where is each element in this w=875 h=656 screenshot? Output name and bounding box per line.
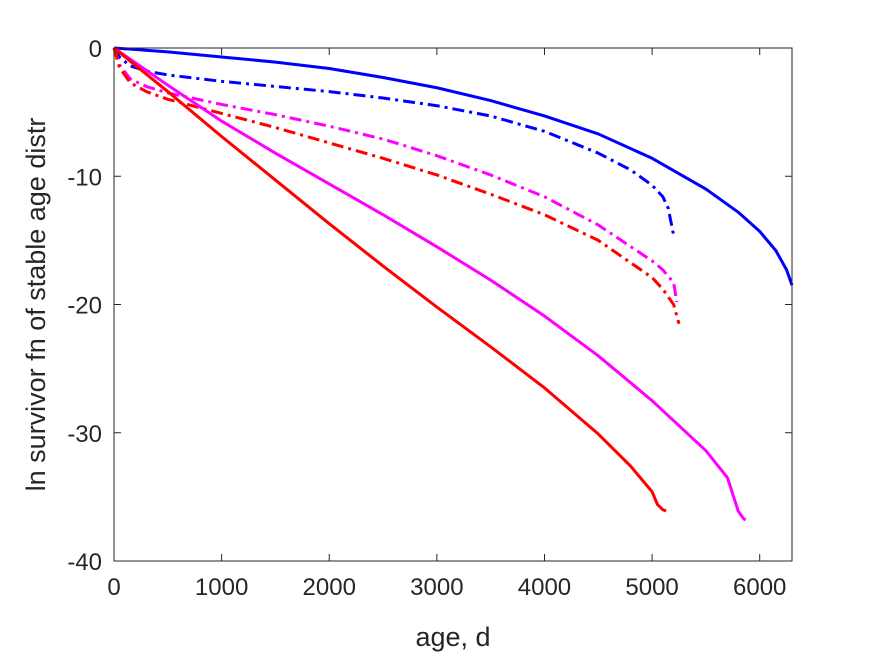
x-axis-label: age, d bbox=[415, 622, 490, 652]
series-line-5 bbox=[113, 46, 747, 522]
series-line-2 bbox=[112, 47, 676, 236]
y-tick-label: -20 bbox=[67, 293, 102, 320]
tick-layer: 0 1000 2000 3000 4000 5000 6000 0 -10 -20 -30 -40 bbox=[67, 36, 792, 601]
y-tick-label: -40 bbox=[67, 549, 102, 576]
series-line-1 bbox=[113, 46, 794, 286]
x-tick-label: 6000 bbox=[733, 574, 786, 601]
series-line-4 bbox=[112, 47, 681, 325]
x-tick-label: 3000 bbox=[410, 574, 463, 601]
y-tick-label: 0 bbox=[89, 36, 102, 63]
x-tick-label: 4000 bbox=[518, 574, 571, 601]
x-tick-label: 0 bbox=[107, 574, 120, 601]
y-axis-label: ln survivor fn of stable age distr bbox=[21, 118, 51, 492]
y-tick-label: -30 bbox=[67, 421, 102, 448]
series-line-6 bbox=[113, 46, 667, 513]
series-layer bbox=[112, 46, 794, 522]
x-tick-label: 5000 bbox=[625, 574, 678, 601]
y-tick-label: -10 bbox=[67, 164, 102, 191]
x-tick-label: 2000 bbox=[303, 574, 356, 601]
x-tick-label: 1000 bbox=[195, 574, 248, 601]
